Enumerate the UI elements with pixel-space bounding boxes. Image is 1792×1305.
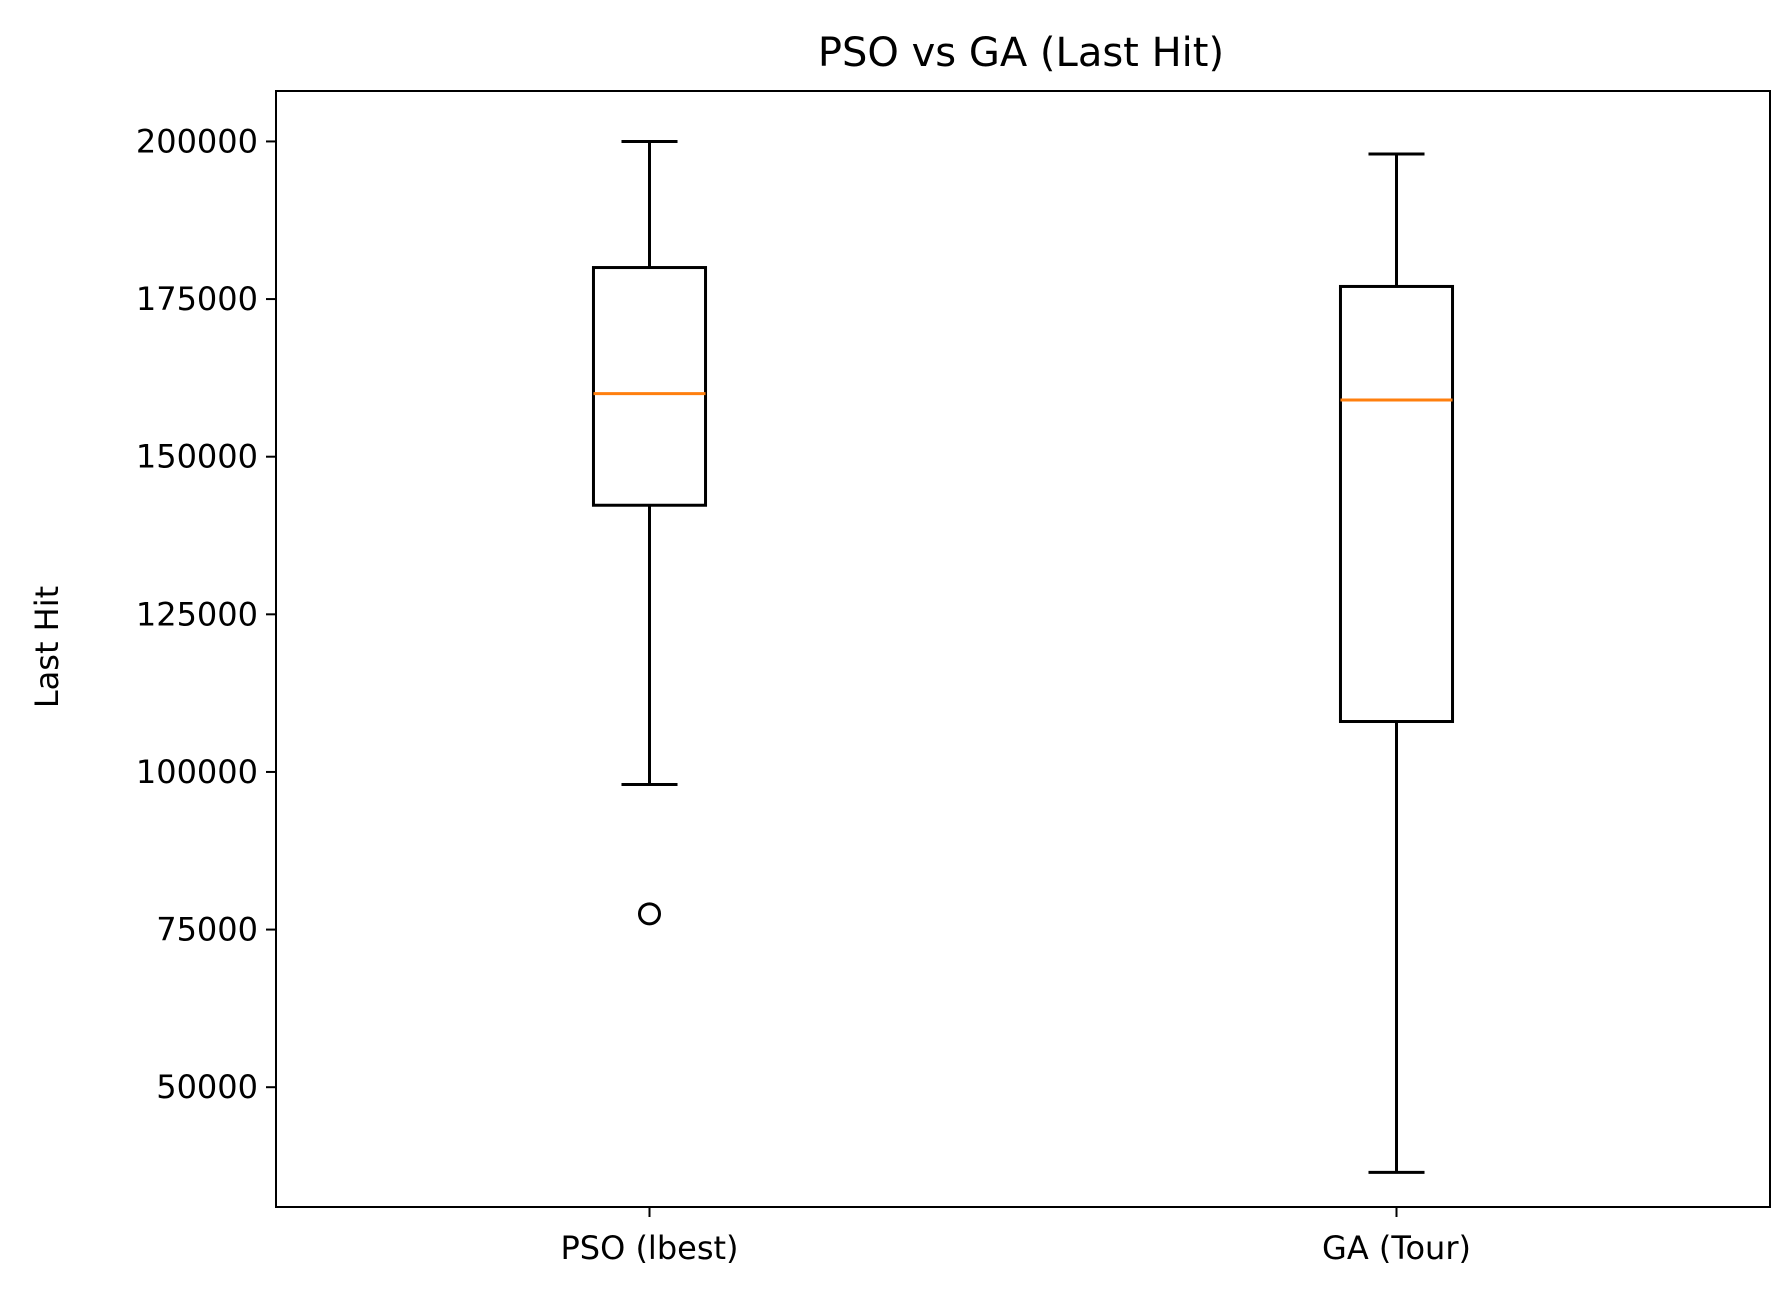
y-tick-label: 125000 <box>136 595 258 633</box>
iqr-box <box>591 266 708 507</box>
plot-area-frame <box>275 90 1771 1208</box>
x-tick-label: PSO (lbest) <box>560 1229 738 1267</box>
box-series <box>591 139 1455 1174</box>
y-tick-label: 200000 <box>136 122 258 160</box>
y-tick-label: 75000 <box>156 911 258 949</box>
y-tick-label: 175000 <box>136 280 258 318</box>
y-tick-label: 100000 <box>136 753 258 791</box>
y-axis-label: Last Hit <box>28 586 66 708</box>
x-tick-label: GA (Tour) <box>1322 1229 1471 1267</box>
y-tick-label: 150000 <box>136 438 258 476</box>
box-1 <box>591 139 708 926</box>
iqr-box <box>1338 284 1455 724</box>
chart-title: PSO vs GA (Last Hit) <box>818 30 1224 76</box>
y-tick-label: 50000 <box>156 1068 258 1106</box>
outlier-point <box>638 902 661 926</box>
x-axis: PSO (lbest) GA (Tour) <box>560 1207 1471 1267</box>
y-axis: 50000 75000 100000 125000 150000 175000 200000 <box>136 122 276 1106</box>
box-2 <box>1338 152 1455 1174</box>
